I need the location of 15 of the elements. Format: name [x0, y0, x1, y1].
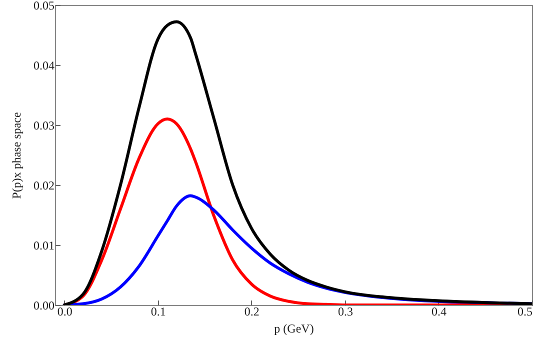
- line-series: [62, 20, 532, 305]
- x-tick-label: 0.0: [57, 304, 72, 318]
- x-tick-label: 0.4: [431, 304, 446, 318]
- x-tick-label: 0.3: [338, 304, 353, 318]
- y-tick-label: 0.05: [34, 0, 54, 12]
- x-tick-label: 0.2: [244, 304, 260, 318]
- y-tick-label: 0.04: [34, 58, 54, 72]
- x-axis-title: p (GeV): [274, 322, 314, 336]
- x-tick-label: 0.5: [518, 304, 532, 318]
- y-axis-title: P(p)x phase space: [10, 112, 24, 199]
- y-tick-label: 0.00: [34, 298, 54, 312]
- y-tick-label: 0.03: [34, 118, 54, 132]
- y-tick-label: 0.02: [34, 178, 54, 192]
- y-tick-label: 0.01: [34, 238, 54, 252]
- x-tick-label: 0.1: [150, 304, 166, 318]
